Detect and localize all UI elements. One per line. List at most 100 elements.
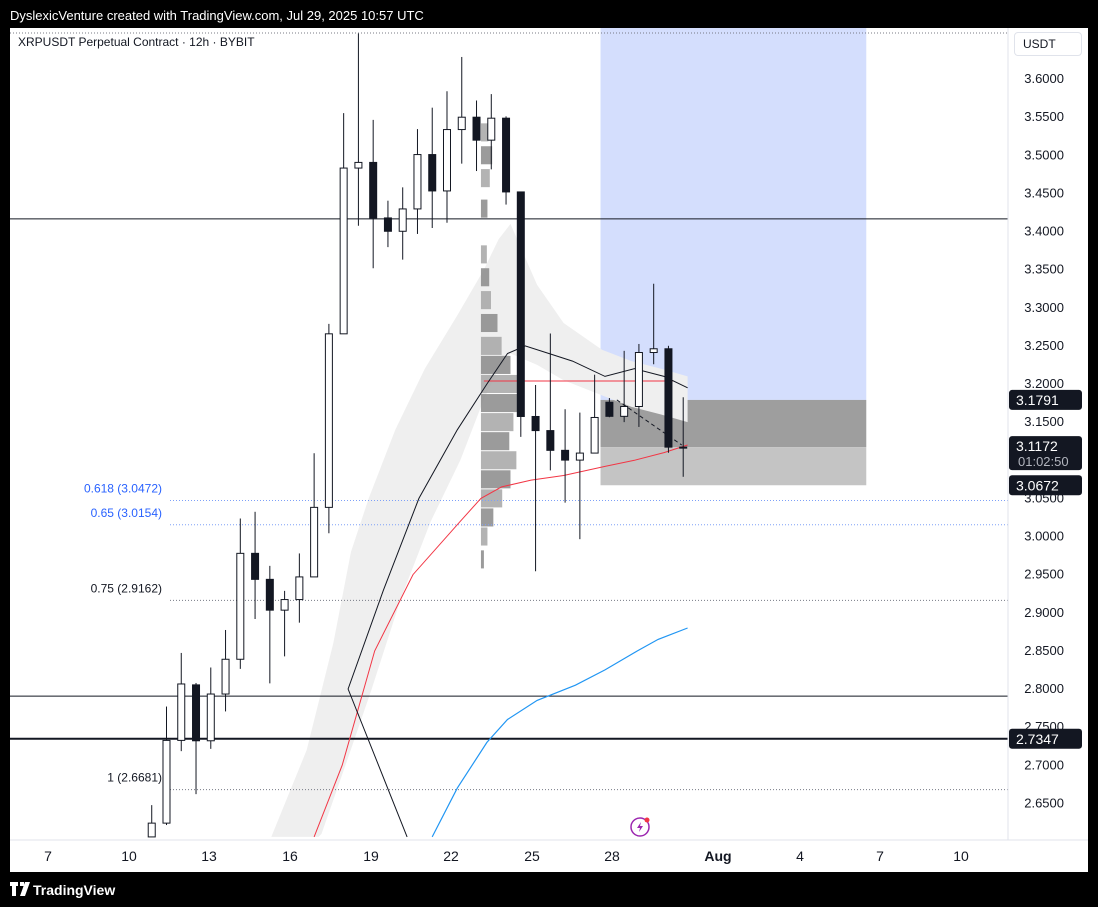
time-tick-label: 10 bbox=[953, 848, 969, 864]
volume-profile-bin bbox=[480, 413, 514, 432]
volume-profile-bin bbox=[480, 336, 502, 355]
candle-body bbox=[620, 405, 629, 417]
price-tick-label: 3.4000 bbox=[1024, 224, 1064, 239]
candle-body bbox=[664, 348, 673, 448]
time-tick-label: 16 bbox=[282, 848, 298, 864]
candle-body bbox=[251, 552, 260, 580]
attribution-text: DyslexicVenture created with TradingView… bbox=[10, 8, 424, 23]
time-tick-label: 25 bbox=[524, 848, 540, 864]
price-label-text: 3.0672 bbox=[1016, 477, 1059, 493]
price-tick-label: 3.5500 bbox=[1024, 109, 1064, 124]
chart-panel[interactable]: 0.618 (3.0472) 0.65 (3.0154) 0.75 (2.9162)… bbox=[10, 28, 1088, 872]
price-tick-label: 3.0000 bbox=[1024, 529, 1064, 544]
candle-body bbox=[339, 167, 348, 335]
volume-profile-bin bbox=[480, 313, 498, 333]
candle-body bbox=[546, 430, 555, 451]
candle-body bbox=[383, 217, 392, 232]
candle-body bbox=[265, 578, 274, 611]
volume-profile-bin bbox=[480, 268, 490, 287]
volume-profile-bin bbox=[480, 394, 525, 413]
currency-selector[interactable]: USDT bbox=[1014, 32, 1082, 56]
price-label-text: 2.7347 bbox=[1016, 731, 1059, 747]
candle-body bbox=[398, 208, 407, 232]
price-tick-label: 3.3500 bbox=[1024, 262, 1064, 277]
price-tick-label: 2.6500 bbox=[1024, 795, 1064, 810]
position-stop-zone bbox=[600, 447, 867, 486]
volume-profile-bin bbox=[480, 527, 488, 546]
price-tick-label: 3.4500 bbox=[1024, 185, 1064, 200]
volume-profile-bin bbox=[480, 199, 488, 218]
price-label-text: 3.1791 bbox=[1016, 392, 1059, 408]
volume-profile-bin bbox=[480, 146, 493, 165]
fib-level-label: 0.65 (3.0154) bbox=[91, 506, 162, 520]
price-label-box bbox=[1009, 436, 1082, 471]
candle-body bbox=[679, 446, 688, 449]
chart-canvas[interactable]: 0.618 (3.0472) 0.65 (3.0154) 0.75 (2.9162)… bbox=[10, 28, 1088, 872]
price-tick-label: 2.9500 bbox=[1024, 567, 1064, 582]
time-tick-label: 4 bbox=[796, 848, 804, 864]
candle-body bbox=[369, 161, 378, 219]
candle-body bbox=[457, 116, 466, 131]
attribution-bar: DyslexicVenture created with TradingView… bbox=[0, 0, 1098, 28]
volume-profile-bin bbox=[480, 550, 484, 569]
price-label-box bbox=[1009, 728, 1082, 749]
candle-body bbox=[295, 576, 304, 601]
volume-profile-bin bbox=[480, 432, 510, 451]
candle-body bbox=[634, 352, 643, 407]
time-tick-label: 28 bbox=[604, 848, 620, 864]
volume-profile-bin bbox=[480, 489, 503, 508]
price-tick-label: 3.2500 bbox=[1024, 338, 1064, 353]
price-tick-label: 2.7000 bbox=[1024, 757, 1064, 772]
time-tick-label: 13 bbox=[201, 848, 217, 864]
volume-profile-bin bbox=[480, 123, 489, 142]
candle-body bbox=[177, 683, 186, 741]
candle-body bbox=[428, 154, 437, 192]
time-tick-label: 22 bbox=[443, 848, 459, 864]
ma-red-line bbox=[313, 444, 688, 838]
price-label-box bbox=[1009, 475, 1082, 496]
candle-body bbox=[531, 415, 540, 432]
fib-level-label: 0.75 (2.9162) bbox=[91, 581, 162, 595]
candle-body bbox=[561, 449, 570, 461]
price-label-box bbox=[1009, 389, 1082, 410]
ma-blue-line bbox=[431, 627, 688, 838]
price-tick-label: 3.5000 bbox=[1024, 147, 1064, 162]
candle-body bbox=[310, 506, 319, 578]
candle-body bbox=[487, 117, 496, 141]
price-tick-label: 3.1500 bbox=[1024, 414, 1064, 429]
time-tick-label: 7 bbox=[876, 848, 884, 864]
candle-body bbox=[575, 452, 584, 461]
price-tick-label: 3.2000 bbox=[1024, 376, 1064, 391]
alert-lightning-icon bbox=[630, 817, 650, 837]
volume-profile-bin bbox=[480, 470, 511, 489]
candle-body bbox=[236, 552, 245, 660]
price-tick-label: 2.8000 bbox=[1024, 681, 1064, 696]
fib-level-label: 0.618 (3.0472) bbox=[84, 482, 162, 496]
volume-profile-bin bbox=[480, 245, 487, 264]
time-tick-label: Aug bbox=[704, 848, 731, 864]
time-tick-label: 19 bbox=[363, 848, 379, 864]
price-tick-label: 3.6000 bbox=[1024, 71, 1064, 86]
bollinger-ribbon bbox=[271, 223, 688, 837]
candle-body bbox=[147, 822, 156, 838]
candle-body bbox=[206, 693, 215, 742]
candle-body bbox=[221, 658, 230, 695]
candle-body bbox=[354, 161, 363, 169]
fib-level-label: 1 (2.6681) bbox=[107, 771, 162, 785]
candle-body bbox=[442, 129, 451, 192]
volume-profile-bin bbox=[480, 508, 494, 527]
candle-body bbox=[472, 116, 481, 141]
symbol-title: XRPUSDT Perpetual Contract · 12h · BYBIT bbox=[18, 35, 255, 49]
price-tick-label: 3.3000 bbox=[1024, 300, 1064, 315]
price-tick-label: 2.8500 bbox=[1024, 643, 1064, 658]
price-tick-label: 2.9000 bbox=[1024, 605, 1064, 620]
time-tick-label: 7 bbox=[44, 848, 52, 864]
candle-body bbox=[516, 191, 525, 417]
position-target-zone bbox=[600, 28, 867, 400]
volume-profile-bin bbox=[480, 451, 517, 470]
candle-body bbox=[280, 599, 289, 611]
price-label-text: 3.1172 bbox=[1016, 438, 1058, 454]
candle-body bbox=[324, 333, 333, 508]
candle-body bbox=[192, 684, 201, 742]
candle-body bbox=[502, 117, 511, 193]
